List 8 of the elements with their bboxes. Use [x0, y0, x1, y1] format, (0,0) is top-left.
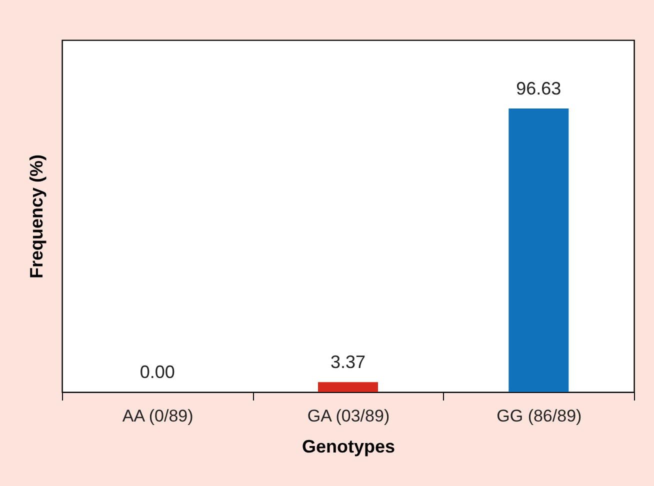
- data-label: 96.63: [516, 78, 562, 99]
- y-axis-title: Frequency (%): [26, 154, 46, 279]
- x-axis-title: Genotypes: [302, 436, 396, 456]
- data-label: 0.00: [140, 362, 175, 382]
- x-tick-label: GA (03/89): [307, 406, 390, 426]
- x-tick-label: AA (0/89): [122, 406, 194, 426]
- data-label: 3.37: [330, 352, 366, 372]
- x-tick-label: GG (86/89): [496, 406, 582, 426]
